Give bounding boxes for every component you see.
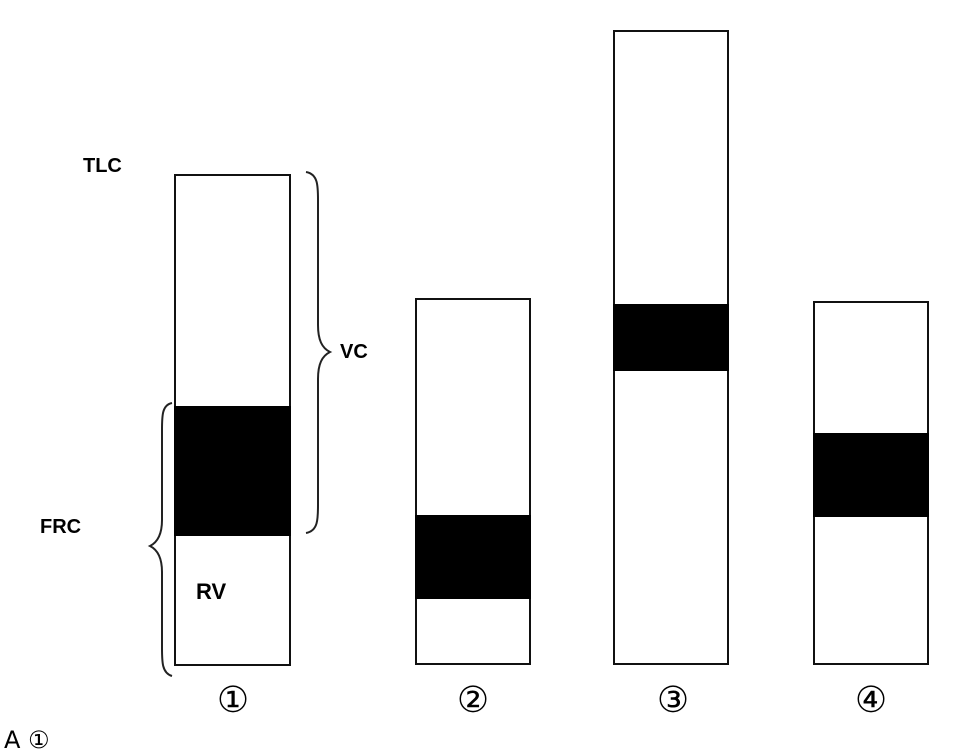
column-number-4: ④	[854, 680, 888, 721]
answer-text: A ①	[4, 726, 50, 754]
lung-volume-bar-3	[613, 30, 729, 665]
column-number-2: ②	[456, 680, 490, 721]
vc-bracket	[305, 171, 333, 534]
rv-label: RV	[196, 579, 227, 604]
tlc-label: TLC	[83, 155, 122, 177]
black-band-3	[613, 304, 729, 371]
lung-volume-bar-2	[415, 298, 531, 665]
frc-bracket	[147, 402, 173, 677]
lung-volume-bar-4	[813, 301, 929, 665]
black-band-1	[174, 406, 291, 536]
column-number-1: ①	[216, 680, 250, 721]
column-number-3: ③	[656, 680, 690, 721]
lung-volume-bar-1	[174, 174, 291, 666]
black-band-4	[813, 433, 929, 517]
frc-label: FRC	[40, 516, 82, 538]
vc-label: VC	[340, 341, 368, 363]
black-band-2	[415, 515, 531, 599]
